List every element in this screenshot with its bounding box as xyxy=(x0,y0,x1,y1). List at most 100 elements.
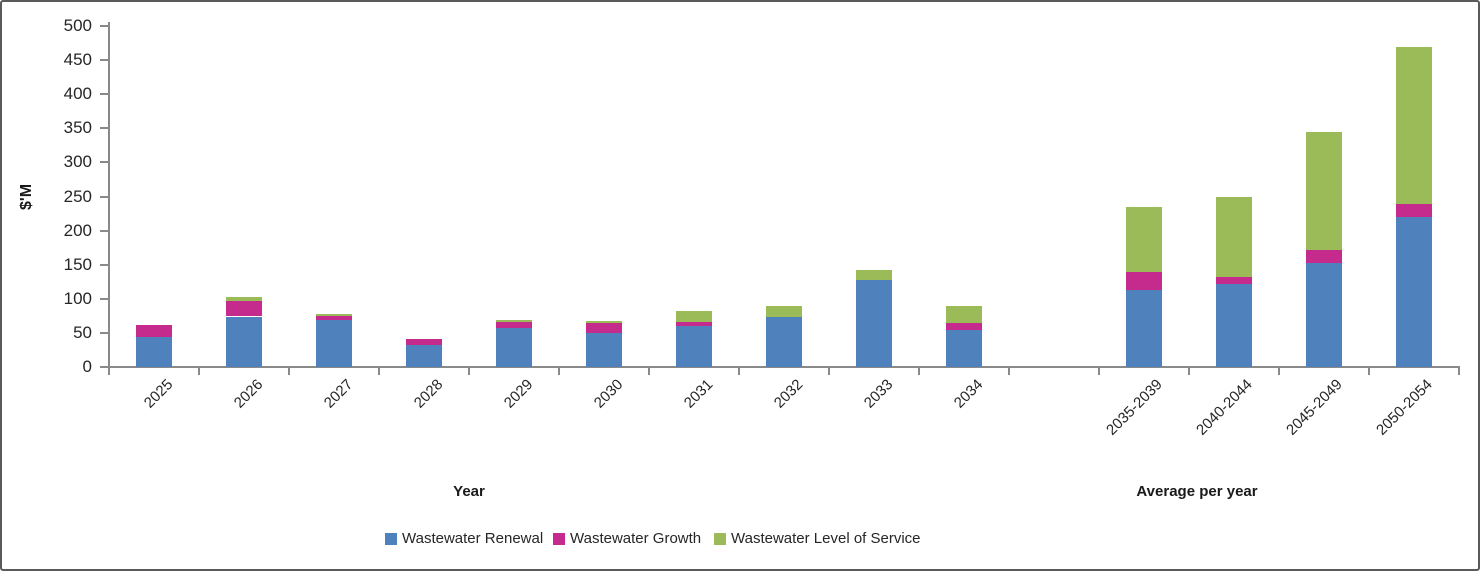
x-category-label: 2025 xyxy=(140,376,177,412)
x-category-label: 2033 xyxy=(860,376,897,412)
legend-item-wastewater-renewal: Wastewater Renewal xyxy=(385,530,543,547)
y-tick-mark xyxy=(100,331,109,334)
legend-label-level-of-service: Wastewater Level of Service xyxy=(731,530,921,547)
legend-item-wastewater-growth: Wastewater Growth xyxy=(553,530,701,547)
x-category-label: 2050-2054 xyxy=(1373,376,1437,439)
y-tick-label: 500 xyxy=(63,16,92,35)
bar-segment-wastewater-level-of-service-2026 xyxy=(226,297,262,301)
bar-segment-wastewater-level-of-service-2034 xyxy=(946,306,982,323)
y-tick-mark xyxy=(100,59,109,62)
x-tick-mark xyxy=(738,368,740,375)
x-tick-mark xyxy=(108,368,110,375)
y-tick-label: 350 xyxy=(63,118,92,138)
y-tick-label: 150 xyxy=(63,254,92,274)
x-category-label: 2034 xyxy=(950,376,987,412)
bar-segment-wastewater-renewal-2040-2044 xyxy=(1216,283,1252,367)
y-tick-mark xyxy=(100,25,109,27)
x-tick-mark xyxy=(1458,368,1460,375)
bar-segment-wastewater-renewal-2032 xyxy=(766,317,802,367)
bar-segment-wastewater-growth-2025 xyxy=(136,324,172,337)
bar-segment-wastewater-level-of-service-2033 xyxy=(856,269,892,280)
y-tick-label: 50 xyxy=(73,322,92,342)
x-category-label: 2040-2044 xyxy=(1193,376,1257,439)
x-tick-mark xyxy=(1098,368,1100,375)
x-category-label: 2032 xyxy=(770,376,807,412)
x-category-label: 2026 xyxy=(230,376,267,412)
bar-segment-wastewater-renewal-2027 xyxy=(316,319,352,367)
y-tick-mark xyxy=(100,366,109,368)
x-tick-mark xyxy=(468,368,470,375)
y-tick-mark xyxy=(100,161,109,164)
bar-segment-wastewater-growth-2035-2039 xyxy=(1126,272,1162,290)
x-tick-mark xyxy=(288,368,290,375)
x-tick-mark xyxy=(378,368,380,375)
y-tick-label: 200 xyxy=(63,220,92,240)
bar-segment-wastewater-growth-2029 xyxy=(496,322,532,329)
x-axis-line xyxy=(100,366,1460,368)
x-category-label: 2031 xyxy=(680,376,717,412)
bar-segment-wastewater-growth-2030 xyxy=(586,322,622,333)
bar-segment-wastewater-renewal-2026 xyxy=(226,316,262,367)
x-tick-mark xyxy=(1278,368,1280,375)
y-tick-label: 250 xyxy=(63,186,92,206)
legend-swatch-growth-icon xyxy=(553,532,565,545)
bar-segment-wastewater-level-of-service-2035-2039 xyxy=(1126,207,1162,273)
bar-segment-wastewater-renewal-2030 xyxy=(586,332,622,367)
y-tick-mark xyxy=(100,263,109,266)
x-tick-mark xyxy=(198,368,200,375)
y-tick-mark xyxy=(100,297,109,300)
y-tick-label: 100 xyxy=(63,288,92,308)
x-tick-mark xyxy=(558,368,560,375)
x-tick-mark xyxy=(1008,368,1010,375)
bar-segment-wastewater-level-of-service-2050-2054 xyxy=(1396,47,1432,204)
x-category-label: 2027 xyxy=(320,376,357,412)
bar-segment-wastewater-renewal-2029 xyxy=(496,328,532,367)
legend-swatch-level-of-service-icon xyxy=(714,532,726,545)
y-tick-label: 450 xyxy=(63,50,92,70)
bar-segment-wastewater-growth-2034 xyxy=(946,322,982,331)
y-tick-mark xyxy=(100,229,109,232)
bar-segment-wastewater-growth-2031 xyxy=(676,322,712,327)
x-tick-mark xyxy=(648,368,650,375)
x-category-label: 2029 xyxy=(500,376,537,412)
y-tick-label: 0 xyxy=(82,357,92,376)
bar-segment-wastewater-level-of-service-2032 xyxy=(766,305,802,318)
x-category-label: 2045-2049 xyxy=(1283,376,1347,439)
bar-segment-wastewater-level-of-service-2029 xyxy=(496,319,532,322)
bar-segment-wastewater-level-of-service-2027 xyxy=(316,313,352,316)
bar-segment-wastewater-level-of-service-2031 xyxy=(676,311,712,322)
y-axis-line xyxy=(108,22,110,368)
legend-label-renewal: Wastewater Renewal xyxy=(402,530,544,547)
y-tick-mark xyxy=(100,93,109,96)
bar-segment-wastewater-renewal-2033 xyxy=(856,279,892,367)
x-tick-mark xyxy=(1368,368,1370,375)
bar-segment-wastewater-level-of-service-2040-2044 xyxy=(1216,196,1252,277)
y-tick-label: 400 xyxy=(63,84,92,104)
bar-segment-wastewater-growth-2045-2049 xyxy=(1306,250,1342,264)
bar-segment-wastewater-renewal-2028 xyxy=(406,344,442,367)
bar-segment-wastewater-growth-2027 xyxy=(316,315,352,320)
y-tick-mark xyxy=(100,127,109,130)
x-category-label: 2030 xyxy=(590,376,627,412)
legend-swatch-renewal-icon xyxy=(385,532,397,545)
bar-segment-wastewater-renewal-2034 xyxy=(946,330,982,367)
x-tick-mark xyxy=(918,368,920,375)
legend-item-wastewater-level-of-service: Wastewater Level of Service xyxy=(714,530,921,547)
legend-label-growth: Wastewater Growth xyxy=(570,530,702,547)
x-axis-title-year: Year xyxy=(453,483,485,500)
x-tick-mark xyxy=(828,368,830,375)
x-tick-mark xyxy=(1188,368,1190,375)
x-axis-title-average-per-year: Average per year xyxy=(1136,483,1258,500)
bar-segment-wastewater-growth-2026 xyxy=(226,300,262,317)
bar-segment-wastewater-renewal-2031 xyxy=(676,326,712,367)
bar-segment-wastewater-level-of-service-2030 xyxy=(586,320,622,323)
bar-segment-wastewater-renewal-2045-2049 xyxy=(1306,263,1342,367)
bar-segment-wastewater-growth-2040-2044 xyxy=(1216,277,1252,284)
bar-segment-wastewater-renewal-2050-2054 xyxy=(1396,217,1432,367)
x-category-label: 2035-2039 xyxy=(1103,376,1167,439)
bar-segment-wastewater-growth-2028 xyxy=(406,339,442,345)
x-category-label: 2028 xyxy=(410,376,447,412)
y-tick-label: 300 xyxy=(63,152,92,172)
bar-segment-wastewater-renewal-2025 xyxy=(136,337,172,367)
